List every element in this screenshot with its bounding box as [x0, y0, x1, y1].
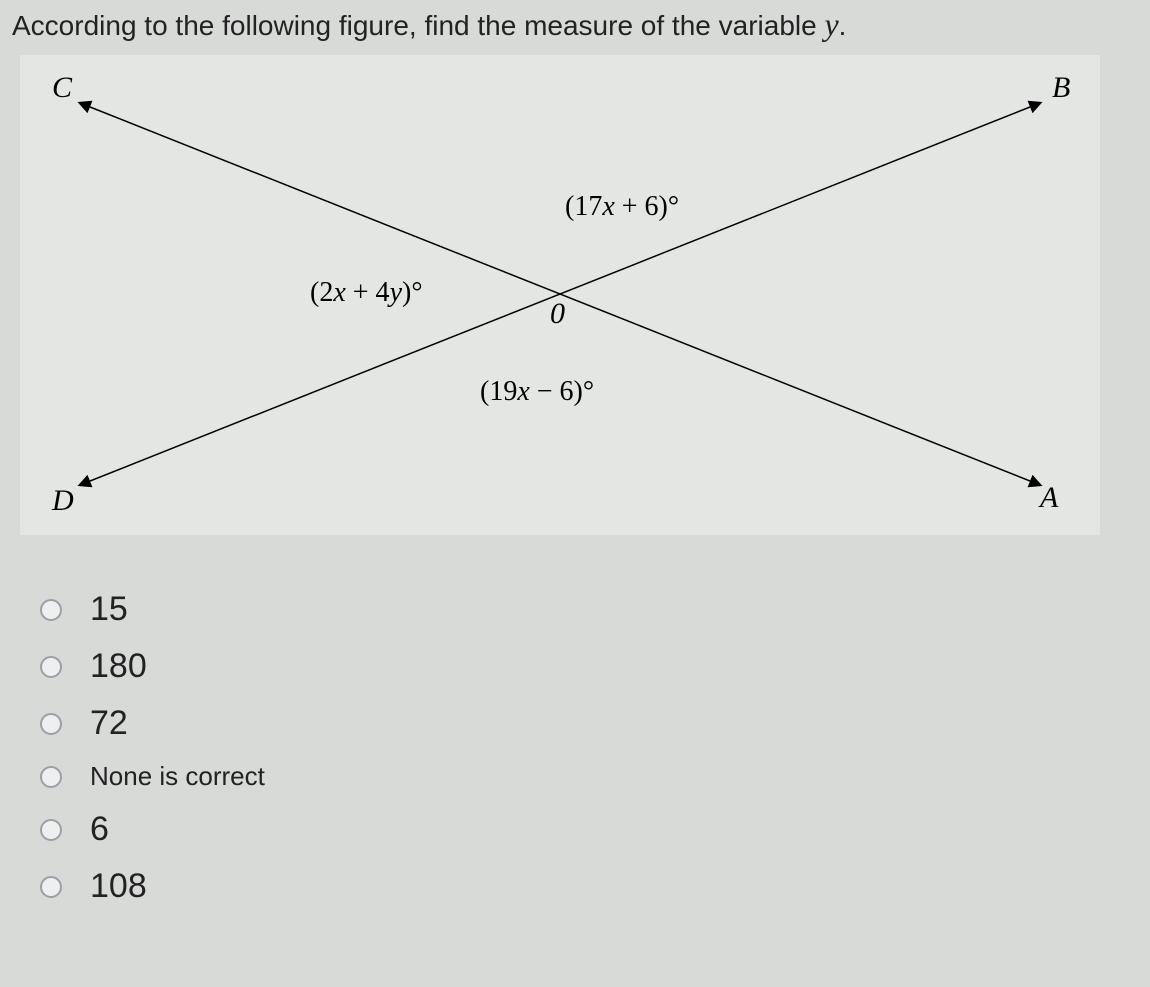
option-row[interactable]: None is correct — [40, 761, 265, 792]
radio-icon[interactable] — [40, 876, 62, 898]
point-D: D — [51, 484, 74, 517]
point-B: B — [1052, 71, 1070, 104]
geometry-figure: C B D A 0 (17x + 6)° (2x + 4y)° (19x − 6… — [20, 55, 1100, 535]
page-root: According to the following figure, find … — [0, 0, 1150, 987]
question-prefix: According to the following figure, find … — [12, 10, 824, 41]
question-text: According to the following figure, find … — [12, 6, 846, 43]
angle-bottom: (19x − 6)° — [480, 376, 594, 407]
option-label: 6 — [90, 810, 109, 849]
radio-icon[interactable] — [40, 599, 62, 621]
option-label: 180 — [90, 647, 147, 686]
question-suffix: . — [839, 10, 847, 41]
option-row[interactable]: 108 — [40, 867, 265, 906]
option-label: 72 — [90, 704, 128, 743]
question-variable: y — [824, 6, 838, 42]
radio-icon[interactable] — [40, 766, 62, 788]
radio-icon[interactable] — [40, 656, 62, 678]
option-label: 108 — [90, 867, 147, 906]
angle-top: (17x + 6)° — [565, 191, 679, 222]
option-row[interactable]: 15 — [40, 590, 265, 629]
option-row[interactable]: 6 — [40, 810, 265, 849]
option-row[interactable]: 72 — [40, 704, 265, 743]
point-C: C — [52, 71, 73, 104]
angle-left: (2x + 4y)° — [310, 277, 423, 308]
point-O: 0 — [550, 297, 565, 330]
figure-svg: C B D A 0 (17x + 6)° (2x + 4y)° (19x − 6… — [20, 55, 1100, 535]
option-label: 15 — [90, 590, 128, 629]
radio-icon[interactable] — [40, 819, 62, 841]
answer-options: 15 180 72 None is correct 6 108 — [40, 590, 265, 924]
radio-icon[interactable] — [40, 713, 62, 735]
point-A: A — [1038, 481, 1059, 514]
option-row[interactable]: 180 — [40, 647, 265, 686]
option-label: None is correct — [90, 761, 265, 792]
